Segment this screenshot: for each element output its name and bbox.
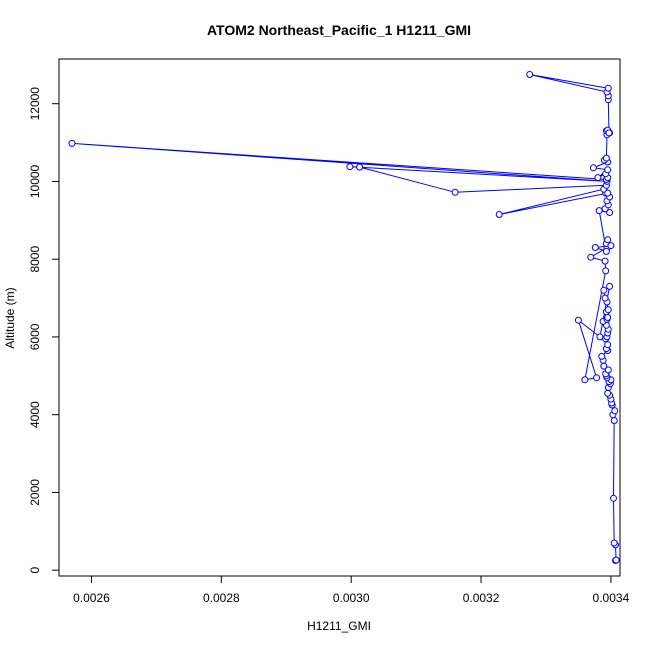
y-tick-label: 12000 (28, 87, 42, 121)
data-point (604, 84, 612, 92)
data-point (594, 174, 602, 182)
y-tick-label: 2000 (28, 479, 42, 506)
data-point (604, 366, 612, 374)
data-point (601, 294, 609, 302)
data-point (604, 306, 612, 314)
data-point (595, 207, 603, 215)
y-axis-label: Altitude (m) (3, 287, 17, 348)
x-tick-label: 0.0026 (73, 591, 110, 605)
data-point (600, 362, 608, 370)
x-tick-label: 0.0030 (333, 591, 370, 605)
data-point (593, 374, 601, 382)
data-points (68, 71, 620, 564)
data-point (611, 407, 619, 415)
data-point (604, 166, 612, 174)
data-point (598, 352, 606, 360)
data-point (581, 376, 589, 384)
data-point (495, 211, 503, 218)
data-point (604, 314, 612, 321)
y-axis: 0 2000 4000 6000 8000 10000 12000 (28, 87, 60, 574)
y-tick-label: 0 (28, 567, 42, 574)
data-point (604, 189, 612, 197)
x-tick-label: 0.0028 (203, 591, 240, 605)
data-point (610, 494, 617, 502)
data-point (589, 164, 597, 172)
data-point (600, 286, 608, 294)
data-point (604, 389, 612, 397)
x-tick-label: 0.0034 (593, 591, 630, 605)
data-point (526, 71, 534, 78)
data-point (606, 282, 614, 290)
chart-title: ATOM2 Northeast_Pacific_1 H1211_GMI (207, 22, 471, 38)
x-axis: 0.0026 0.0028 0.0030 0.0032 0.0034 (73, 575, 630, 605)
data-point (356, 163, 364, 171)
y-tick-label: 6000 (28, 323, 42, 350)
data-point (606, 209, 614, 216)
x-tick-label: 0.0032 (463, 591, 500, 605)
data-point (612, 556, 620, 564)
data-point (610, 417, 618, 424)
data-point (607, 242, 615, 250)
data-point (602, 267, 610, 275)
x-axis-label: H1211_GMI (307, 619, 371, 633)
data-point (605, 129, 613, 137)
data-point (596, 333, 604, 341)
y-tick-label: 8000 (28, 246, 42, 273)
data-point (346, 163, 354, 171)
data-point (451, 188, 459, 196)
data-point (574, 316, 582, 324)
data-point (587, 253, 595, 261)
y-tick-label: 4000 (28, 401, 42, 428)
series-line (71, 74, 617, 561)
data-lines (71, 74, 617, 561)
data-point (591, 244, 599, 251)
data-point (610, 539, 618, 547)
data-point (602, 247, 610, 255)
data-point (602, 154, 610, 162)
data-point (604, 236, 612, 244)
data-point (604, 341, 612, 349)
data-point (68, 139, 76, 147)
data-point (601, 257, 609, 265)
y-tick-label: 10000 (28, 164, 42, 198)
plot-frame (58, 58, 621, 577)
